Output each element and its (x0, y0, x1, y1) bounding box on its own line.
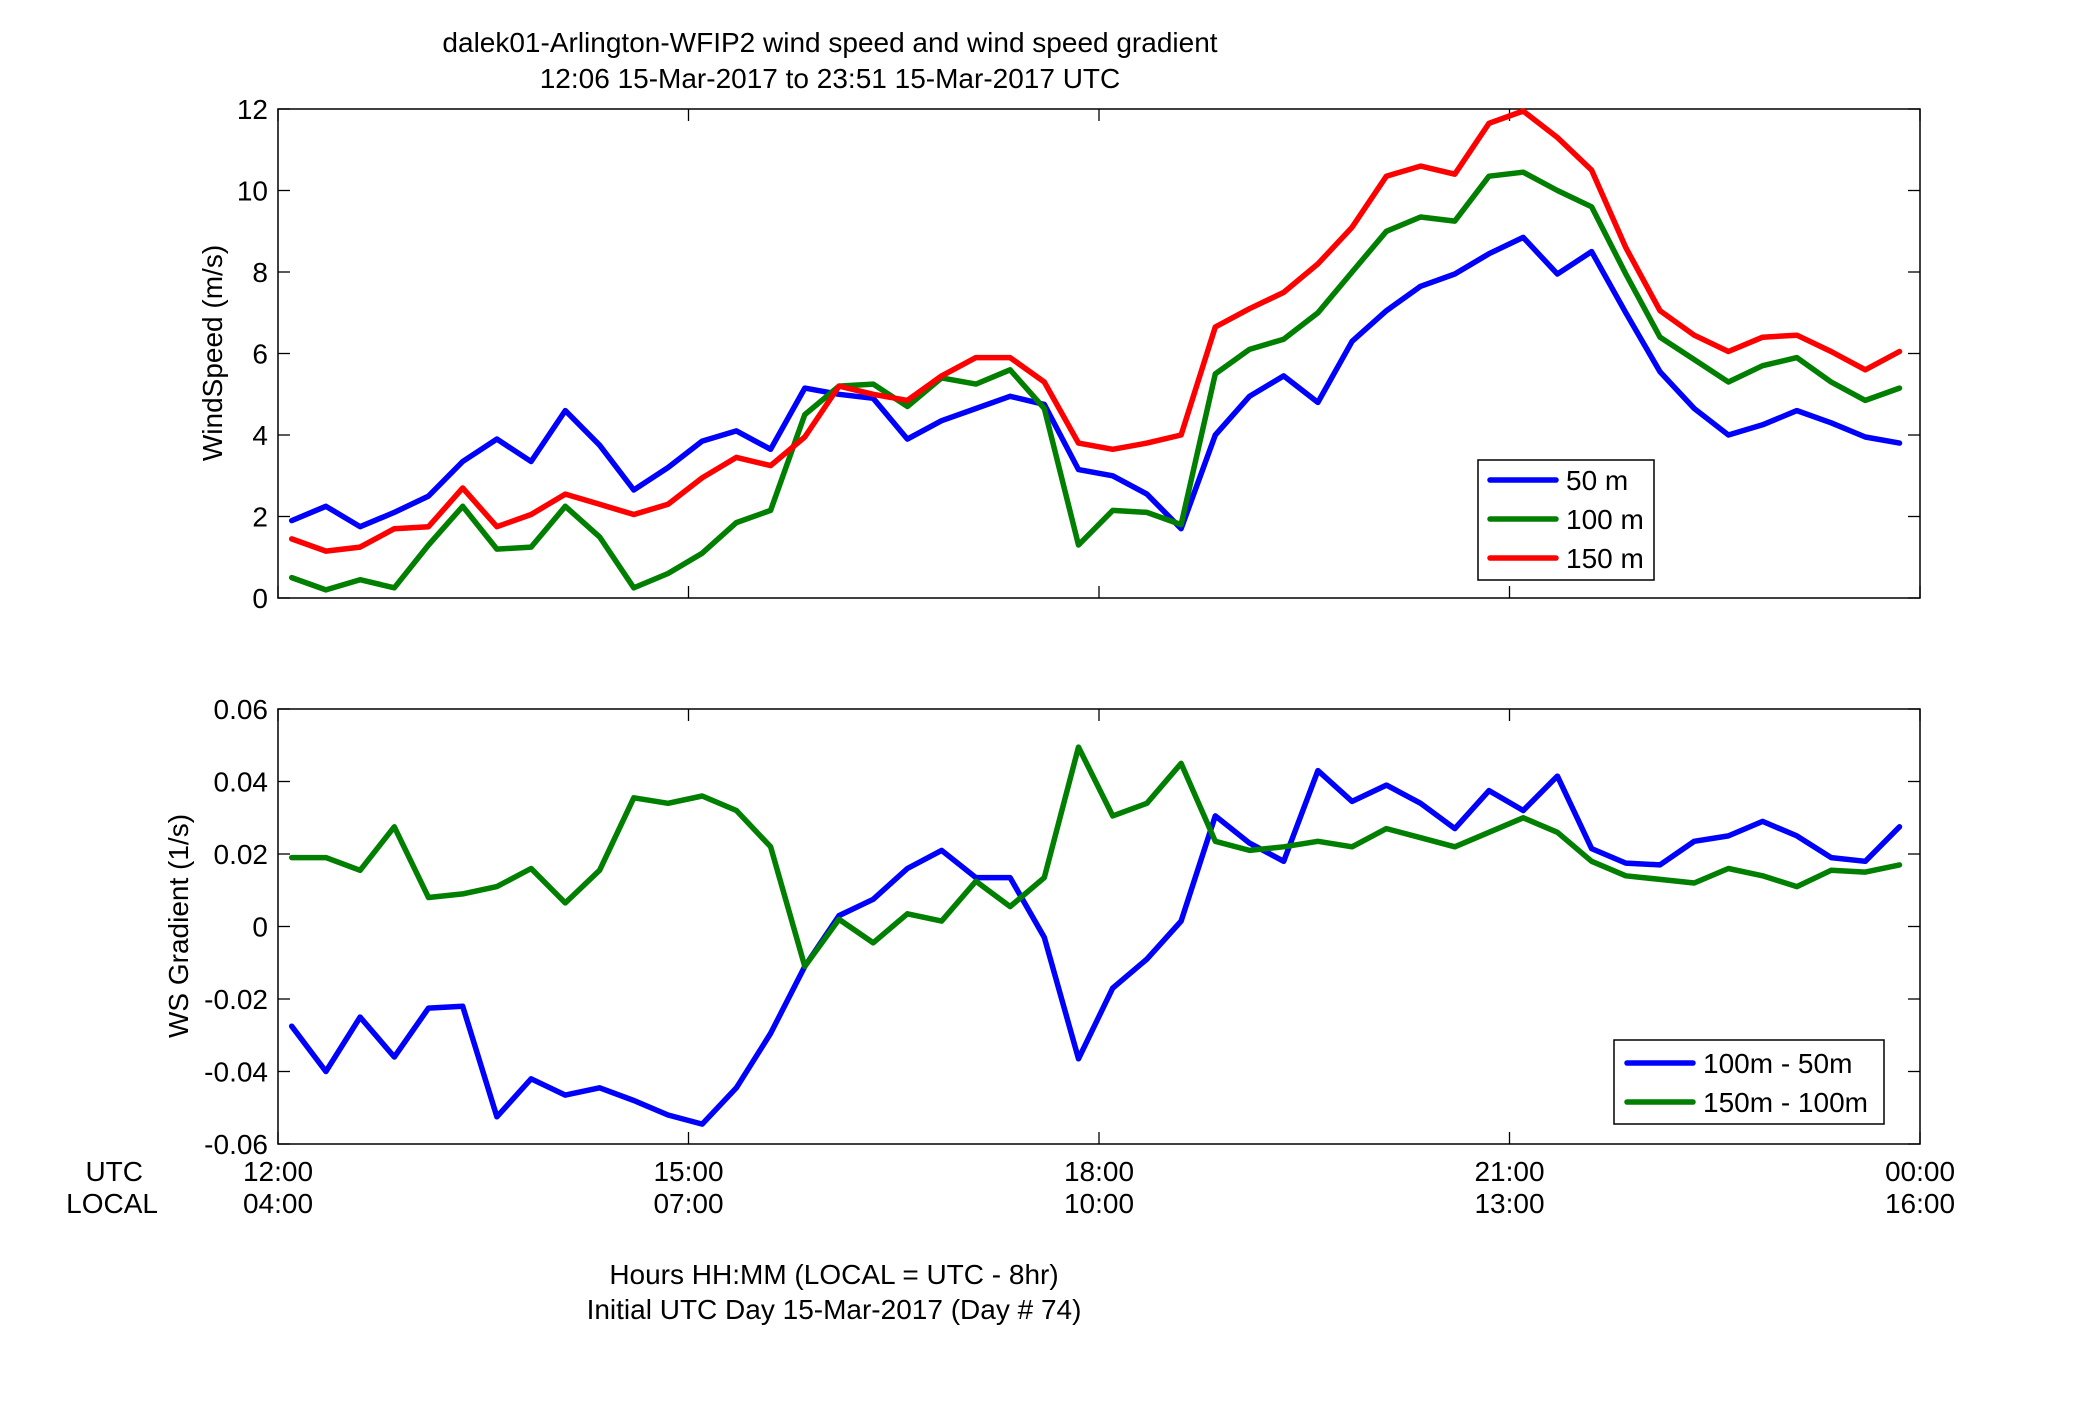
utc-tick-label: 00:00 (1885, 1156, 1955, 1187)
gradient-y-tick-label: -0.06 (204, 1129, 268, 1160)
local-tick-label: 10:00 (1064, 1188, 1134, 1219)
windspeed-y-tick-label: 8 (252, 257, 268, 288)
windspeed-x-ticks (277, 109, 1921, 598)
gradient-series-line-100m-50m (288, 767, 1903, 1127)
gradient-series-lines (288, 744, 1903, 1127)
utc-tick-label: 15:00 (653, 1156, 723, 1187)
gradient-legend-box (1613, 1039, 1885, 1125)
windspeed-axes: 0 2 4 6 8 10 12 WindSpeed (m/s) 50 m 100 m 150… (197, 94, 1921, 614)
x-axis-label: Hours HH:MM (LOCAL = UTC - 8hr) (609, 1259, 1058, 1290)
windspeed-series-lines (288, 108, 1903, 593)
windspeed-series-line-100-m (288, 169, 1903, 593)
gradient-y-tick-label: -0.04 (204, 1057, 268, 1088)
windspeed-series-line-150-m (288, 108, 1903, 554)
gradient-y-tick-label: 0.06 (214, 694, 269, 725)
windspeed-y-tick-label: 10 (237, 176, 268, 207)
legend-label-50m: 50 m (1566, 465, 1628, 496)
gradient-y-axis-label: WS Gradient (1/s) (163, 814, 194, 1038)
windspeed-y-axis-label: WindSpeed (m/s) (197, 245, 228, 461)
local-tick-label: 16:00 (1885, 1188, 1955, 1219)
windspeed-y-tick-label: 0 (252, 583, 268, 614)
gradient-y-ticks: -0.06 -0.04 -0.02 0 0.02 0.04 0.06 (204, 694, 1920, 1160)
gradient-axes: -0.06 -0.04 -0.02 0 0.02 0.04 0.06 WS Gradient… (163, 694, 1921, 1160)
local-tick-label: 07:00 (653, 1188, 723, 1219)
legend-label-100m: 100 m (1566, 504, 1644, 535)
windspeed-y-ticks: 0 2 4 6 8 10 12 (237, 94, 1920, 614)
gradient-y-tick-label: 0.04 (214, 767, 269, 798)
utc-tick-label: 12:00 (243, 1156, 313, 1187)
local-row-label: LOCAL (66, 1188, 158, 1219)
local-tick-label: 04:00 (243, 1188, 313, 1219)
legend-label-150m-100m: 150m - 100m (1703, 1087, 1868, 1118)
windspeed-y-tick-label: 2 (252, 502, 268, 533)
chart-subtitle: 12:06 15-Mar-2017 to 23:51 15-Mar-2017 U… (540, 63, 1121, 94)
windspeed-legend: 50 m 100 m 150 m (1477, 459, 1655, 581)
utc-row-label: UTC (85, 1156, 143, 1187)
gradient-legend: 100m - 50m 150m - 100m (1613, 1039, 1885, 1125)
gradient-series-line-150m-100m (288, 744, 1903, 970)
windspeed-y-tick-label: 6 (252, 339, 268, 370)
utc-tick-label: 21:00 (1474, 1156, 1544, 1187)
windspeed-series-line-50-m (288, 234, 1903, 532)
windspeed-y-tick-label: 12 (237, 94, 268, 125)
gradient-y-tick-label: 0.02 (214, 839, 269, 870)
x-axis-sublabel: Initial UTC Day 15-Mar-2017 (Day # 74) (587, 1294, 1082, 1325)
legend-label-150m: 150 m (1566, 543, 1644, 574)
legend-label-100m-50m: 100m - 50m (1703, 1048, 1852, 1079)
windspeed-y-tick-label: 4 (252, 420, 268, 451)
gradient-y-tick-label: -0.02 (204, 984, 268, 1015)
gradient-y-tick-label: 0 (252, 912, 268, 943)
gradient-x-ticks (277, 709, 1921, 1144)
utc-tick-label: 18:00 (1064, 1156, 1134, 1187)
local-tick-label: 13:00 (1474, 1188, 1544, 1219)
chart-title: dalek01-Arlington-WFIP2 wind speed and w… (442, 27, 1217, 58)
